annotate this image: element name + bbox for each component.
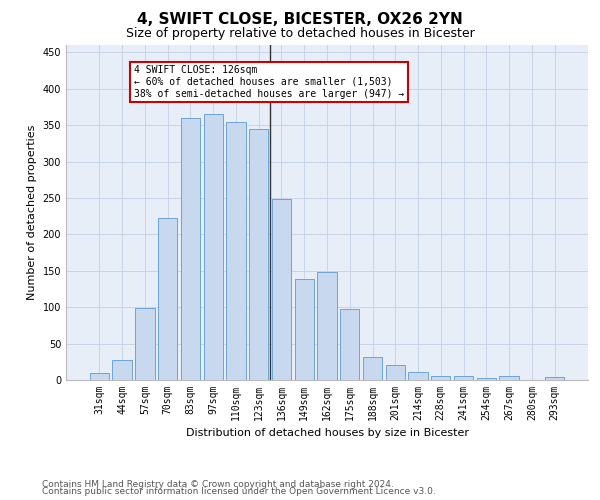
Bar <box>409 372 428 380</box>
Bar <box>158 218 178 380</box>
Text: Contains public sector information licensed under the Open Government Licence v3: Contains public sector information licen… <box>42 487 436 496</box>
Bar <box>340 310 359 380</box>
Bar <box>90 372 109 380</box>
Bar <box>249 128 268 380</box>
Bar <box>454 376 473 380</box>
Bar <box>272 198 291 380</box>
Bar <box>135 308 155 380</box>
Bar <box>363 358 382 380</box>
Bar <box>181 118 200 380</box>
X-axis label: Distribution of detached houses by size in Bicester: Distribution of detached houses by size … <box>185 428 469 438</box>
Bar <box>317 272 337 380</box>
Bar <box>476 378 496 380</box>
Text: Contains HM Land Registry data © Crown copyright and database right 2024.: Contains HM Land Registry data © Crown c… <box>42 480 394 489</box>
Bar <box>499 376 519 380</box>
Bar <box>295 279 314 380</box>
Text: 4 SWIFT CLOSE: 126sqm
← 60% of detached houses are smaller (1,503)
38% of semi-d: 4 SWIFT CLOSE: 126sqm ← 60% of detached … <box>134 66 404 98</box>
Y-axis label: Number of detached properties: Number of detached properties <box>27 125 37 300</box>
Bar <box>203 114 223 380</box>
Bar <box>386 366 405 380</box>
Bar <box>431 376 451 380</box>
Text: 4, SWIFT CLOSE, BICESTER, OX26 2YN: 4, SWIFT CLOSE, BICESTER, OX26 2YN <box>137 12 463 28</box>
Text: Size of property relative to detached houses in Bicester: Size of property relative to detached ho… <box>125 28 475 40</box>
Bar <box>226 122 245 380</box>
Bar <box>112 360 132 380</box>
Bar <box>545 377 564 380</box>
